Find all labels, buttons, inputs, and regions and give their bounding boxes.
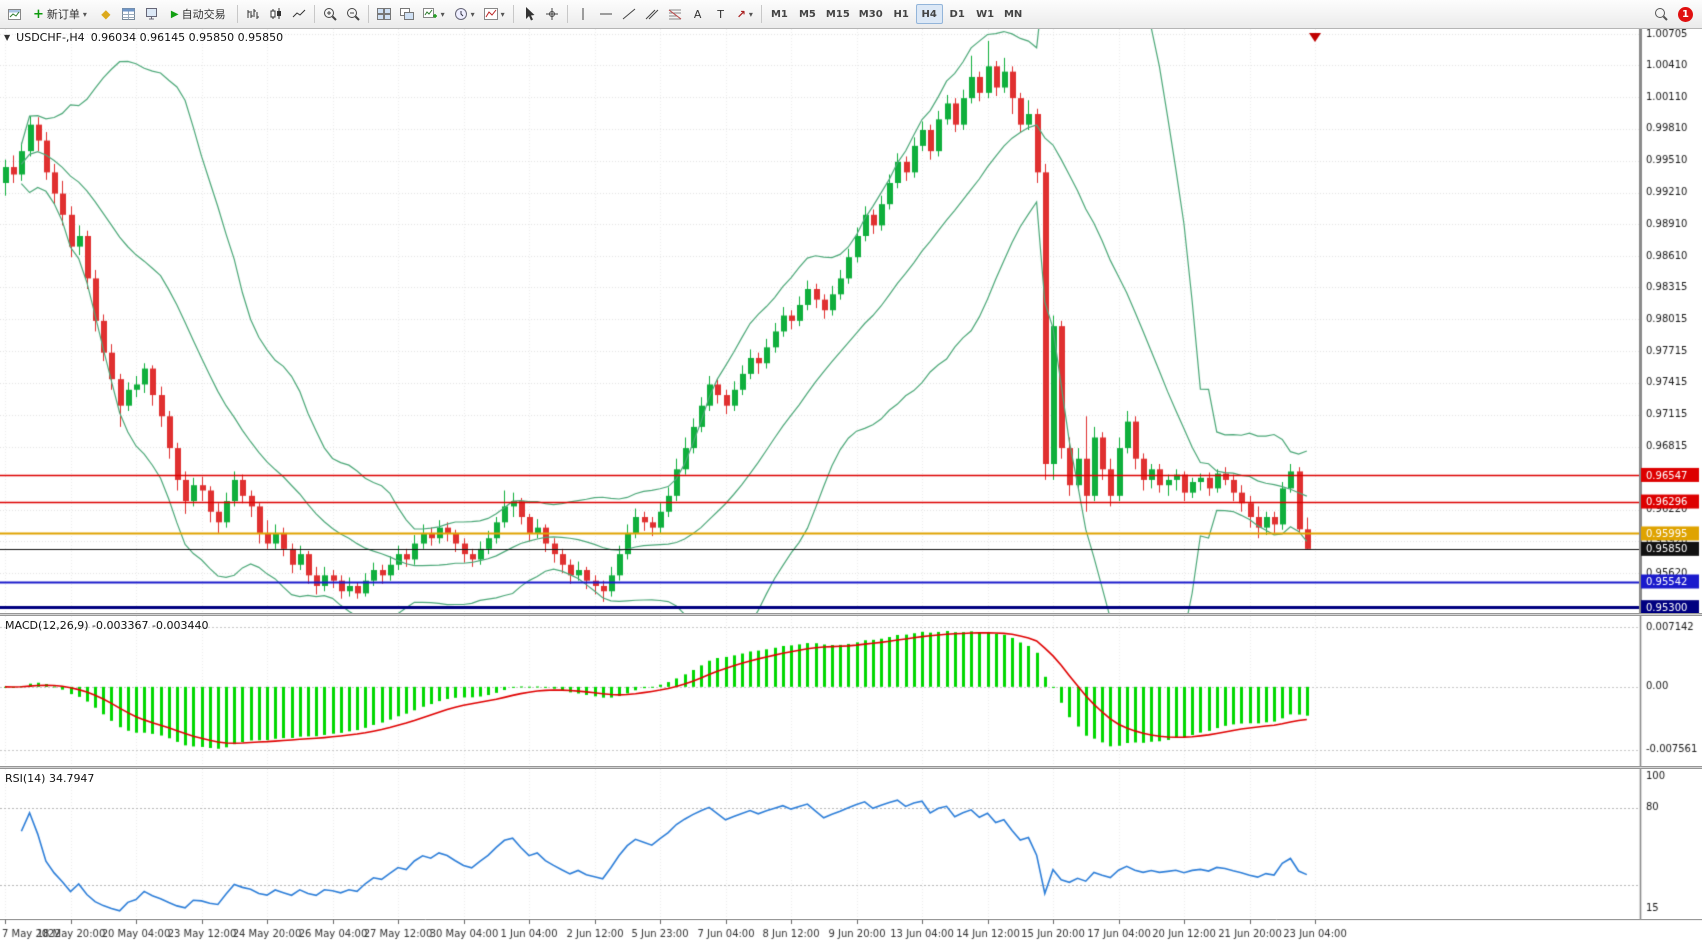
- toolbar-separator: [512, 5, 514, 23]
- new-order-plus-icon: +: [33, 6, 44, 22]
- time-axis-canvas[interactable]: [0, 919, 1702, 946]
- search-icon[interactable]: [1650, 3, 1672, 25]
- chart-window-icon[interactable]: [3, 3, 25, 25]
- timeframe-h1-button[interactable]: H1: [893, 8, 909, 20]
- channel-tool-icon[interactable]: [641, 3, 663, 25]
- rsi-chart-canvas[interactable]: [0, 769, 1702, 919]
- autotrading-label: 自动交易: [181, 8, 226, 21]
- market-watch-icon[interactable]: [118, 3, 140, 25]
- fibonacci-tool-icon[interactable]: [664, 3, 686, 25]
- toolbar-separator: [367, 5, 369, 23]
- timeframe-h4-button[interactable]: H4: [915, 4, 943, 24]
- toolbar-separator: [313, 5, 315, 23]
- autotrading-button[interactable]: ▶ 自动交易: [164, 3, 233, 25]
- timeframe-m1-button[interactable]: M1: [770, 8, 788, 20]
- symbol-period-label: USDCHF-,H4: [16, 31, 85, 44]
- timeframe-mn-button[interactable]: MN: [1003, 8, 1023, 20]
- toolbar: + 新订单 ▾ ◆ ▶ 自动交易 ▾ ▾ ▾ A T ↗ ▾ M1 M5 M15 …: [0, 0, 1702, 29]
- ohlc-values: 0.96034 0.96145 0.95850 0.95850: [90, 31, 284, 44]
- new-order-button[interactable]: + 新订单 ▾: [26, 3, 94, 25]
- macd-chart-canvas[interactable]: [0, 616, 1702, 766]
- bar-chart-icon[interactable]: [242, 3, 264, 25]
- timeframe-w1-button[interactable]: W1: [976, 8, 995, 20]
- toolbar-separator: [760, 5, 762, 23]
- price-panel: ▼ USDCHF-,H4 0.96034 0.96145 0.95850 0.9…: [0, 29, 1702, 613]
- indicators-icon[interactable]: ▾: [419, 3, 449, 25]
- arrows-tool-icon[interactable]: ↗ ▾: [736, 7, 753, 21]
- trendline-tool-icon[interactable]: [618, 3, 640, 25]
- chevron-down-icon: ▾: [748, 9, 753, 19]
- new-order-label: 新订单: [46, 8, 80, 21]
- panel-separator[interactable]: [0, 613, 1702, 616]
- rsi-label: RSI(14) 34.7947: [5, 772, 95, 785]
- timeframe-m15-button[interactable]: M15: [825, 8, 850, 20]
- candlestick-chart-icon[interactable]: [265, 3, 287, 25]
- horizontal-line-tool-icon[interactable]: [595, 3, 617, 25]
- notification-badge[interactable]: 1: [1678, 6, 1693, 22]
- time-axis: [0, 919, 1702, 946]
- terminal-icon[interactable]: [141, 3, 163, 25]
- chevron-down-icon: ▾: [500, 9, 505, 19]
- cursor-icon[interactable]: [518, 3, 540, 25]
- chart-title: ▼ USDCHF-,H4 0.96034 0.96145 0.95850 0.9…: [4, 31, 283, 44]
- zoom-out-icon[interactable]: [342, 3, 364, 25]
- templates-icon[interactable]: ▾: [480, 3, 509, 25]
- play-icon: ▶: [170, 8, 179, 20]
- history-center-icon[interactable]: ◆: [101, 7, 111, 21]
- vertical-line-tool-icon[interactable]: [572, 3, 594, 25]
- timeframe-d1-button[interactable]: D1: [949, 8, 965, 20]
- crosshair-icon[interactable]: [541, 3, 563, 25]
- timeframe-m5-button[interactable]: M5: [798, 8, 816, 20]
- price-chart-canvas[interactable]: [0, 29, 1702, 613]
- line-chart-icon[interactable]: [288, 3, 310, 25]
- timeframe-m30-button[interactable]: M30: [858, 8, 883, 20]
- collapse-icon[interactable]: ▼: [4, 33, 11, 42]
- tile-windows-icon[interactable]: [373, 3, 395, 25]
- chevron-down-icon: ▾: [470, 9, 475, 19]
- chevron-down-icon: ▾: [82, 9, 87, 19]
- chevron-down-icon: ▾: [440, 9, 445, 19]
- cascade-windows-icon[interactable]: [396, 3, 418, 25]
- periods-icon[interactable]: ▾: [450, 3, 479, 25]
- toolbar-separator: [566, 5, 568, 23]
- macd-label: MACD(12,26,9) -0.003367 -0.003440: [5, 619, 209, 632]
- label-tool-icon[interactable]: T: [717, 7, 725, 21]
- toolbar-separator: [236, 5, 238, 23]
- text-tool-icon[interactable]: A: [693, 7, 702, 21]
- macd-panel: MACD(12,26,9) -0.003367 -0.003440: [0, 616, 1702, 766]
- zoom-in-icon[interactable]: [319, 3, 341, 25]
- rsi-panel: RSI(14) 34.7947: [0, 769, 1702, 919]
- panel-separator[interactable]: [0, 766, 1702, 769]
